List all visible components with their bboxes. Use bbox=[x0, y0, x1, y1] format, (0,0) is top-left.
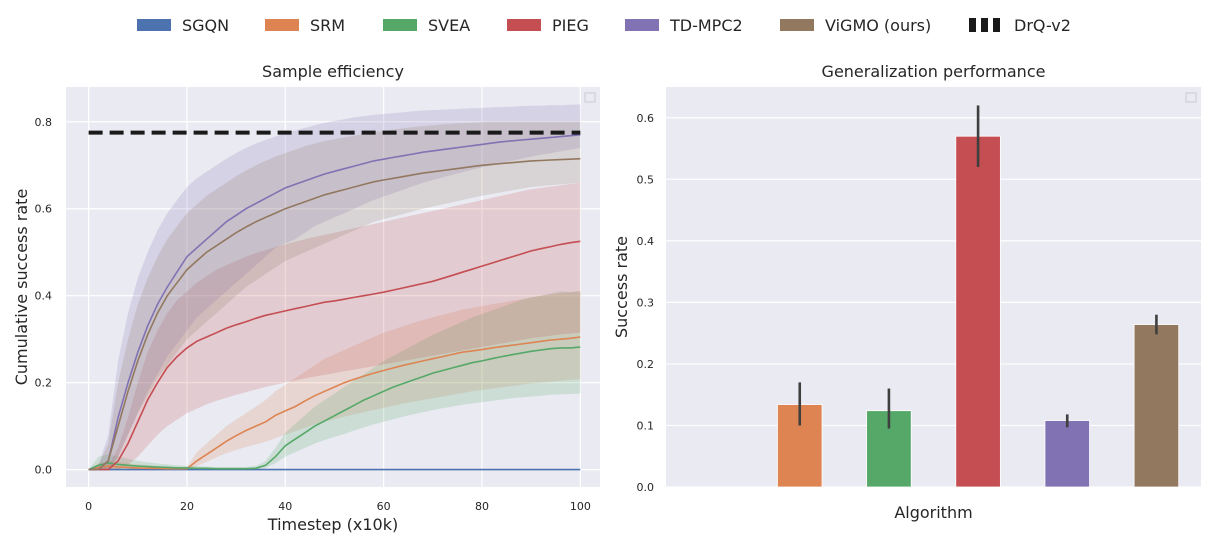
line-x-tick: 0 bbox=[85, 500, 92, 513]
legend-label-vigmo-ours: ViGMO (ours) bbox=[825, 16, 931, 35]
series-line-td-mpc2 bbox=[88, 134, 581, 471]
legend-label-sgqn: SGQN bbox=[182, 16, 229, 35]
line-series bbox=[88, 130, 581, 471]
series-line-svea bbox=[88, 346, 581, 471]
bar-vigmo-ours bbox=[1133, 324, 1180, 488]
band-td-mpc2 bbox=[88, 104, 581, 470]
bar-y-tick: 0.1 bbox=[637, 419, 655, 432]
legend-label-td-mpc2: TD-MPC2 bbox=[669, 16, 743, 35]
bar-y-tick: 0.6 bbox=[637, 112, 655, 125]
line-y-tick: 0.2 bbox=[35, 377, 53, 390]
line-y-tick: 0.0 bbox=[35, 464, 53, 477]
legend-label-srm: SRM bbox=[310, 16, 345, 35]
line-empty-legend-box bbox=[584, 92, 596, 103]
bar-y-tick: 0.0 bbox=[637, 481, 655, 494]
legend-swatch-sgqn bbox=[137, 19, 171, 31]
band-svea bbox=[88, 291, 581, 470]
line-plot-area bbox=[66, 87, 600, 487]
legend-swatch-vigmo-ours bbox=[780, 19, 814, 31]
legend-swatch-srm bbox=[265, 19, 299, 31]
line-y-tick: 0.6 bbox=[35, 203, 53, 216]
line-x-axis-label: Timestep (x10k) bbox=[267, 515, 398, 534]
bar-chart-panel: 0.0 0.1 0.2 0.3 0.4 0.5 0.6 Generalization per… bbox=[612, 62, 1201, 522]
bar-td-mpc2 bbox=[1044, 420, 1090, 488]
line-x-tick: 20 bbox=[180, 500, 194, 513]
bar-y-tick: 0.5 bbox=[637, 173, 655, 186]
bar-tick-labels: 0.0 0.1 0.2 0.3 0.4 0.5 0.6 bbox=[637, 112, 655, 494]
line-chart-panel: 0 20 40 60 80 100 0.0 0.2 0.4 0.6 0.8 Sample effic… bbox=[12, 62, 600, 534]
legend-swatch-pieg bbox=[507, 19, 541, 31]
line-x-tick: 60 bbox=[377, 500, 391, 513]
line-x-tick: 40 bbox=[278, 500, 292, 513]
band-pieg bbox=[88, 182, 581, 470]
line-y-axis-label: Cumulative success rate bbox=[12, 189, 31, 386]
line-x-tick: 100 bbox=[570, 500, 591, 513]
bar-gridlines bbox=[666, 117, 1201, 488]
legend-swatch-svea bbox=[383, 19, 417, 31]
bar-y-tick: 0.4 bbox=[637, 235, 655, 248]
legend-label-drq-v2: DrQ-v2 bbox=[1014, 16, 1071, 35]
bar-plot-area bbox=[666, 87, 1201, 487]
legend-label-pieg: PIEG bbox=[552, 16, 589, 35]
line-confidence-bands bbox=[88, 104, 581, 470]
line-gridlines bbox=[66, 87, 600, 487]
bar-x-axis-label: Algorithm bbox=[894, 503, 972, 522]
line-chart-title: Sample efficiency bbox=[262, 62, 404, 81]
bar-y-tick: 0.2 bbox=[637, 358, 655, 371]
bar-empty-legend-box bbox=[1185, 92, 1197, 103]
bar-chart-title: Generalization performance bbox=[822, 62, 1046, 81]
line-y-tick: 0.8 bbox=[35, 116, 53, 129]
series-line-srm bbox=[88, 336, 581, 471]
legend-label-svea: SVEA bbox=[428, 16, 470, 35]
line-tick-labels: 0 20 40 60 80 100 0.0 0.2 0.4 0.6 0.8 bbox=[35, 116, 591, 513]
legend: SGQN SRM SVEA PIEG TD-MPC2 ViGMO (ours) DrQ-v2 bbox=[137, 16, 1071, 35]
bar-pieg bbox=[955, 135, 1001, 488]
bar-y-tick: 0.3 bbox=[637, 296, 655, 309]
series-line-pieg bbox=[88, 240, 581, 471]
series-line-vigmo-ours bbox=[88, 157, 581, 471]
legend-swatch-drq-v2 bbox=[969, 18, 1000, 32]
line-x-tick: 80 bbox=[475, 500, 489, 513]
band-srm bbox=[88, 291, 581, 470]
bar-y-axis-label: Success rate bbox=[612, 236, 631, 338]
band-vigmo-ours bbox=[88, 121, 581, 470]
line-y-tick: 0.4 bbox=[35, 290, 53, 303]
bar-marks bbox=[777, 105, 1180, 488]
legend-swatch-td-mpc2 bbox=[625, 19, 659, 31]
